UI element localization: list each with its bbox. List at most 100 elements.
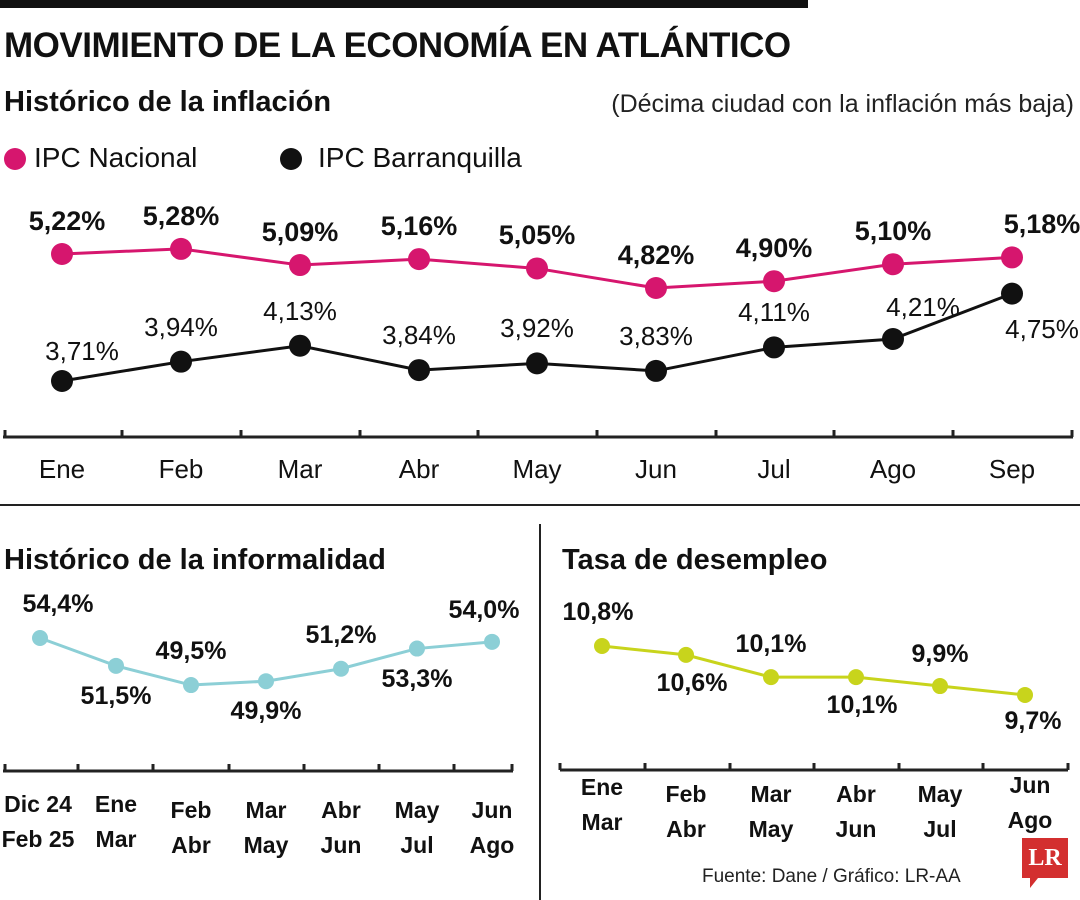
informality-title: Histórico de la informalidad [4, 544, 386, 576]
barranquilla-point [51, 370, 73, 392]
barranquilla-point [1001, 282, 1023, 305]
unemployment-x-label: Abr Jun [835, 781, 877, 842]
nacional-point [51, 243, 73, 265]
nacional-point [763, 270, 785, 293]
unemployment-data-label: 9,9% [911, 640, 969, 669]
legend-barranquilla: IPC Barranquilla [318, 142, 522, 173]
legend-barranquilla-marker [280, 148, 302, 170]
informality-x-label: Feb Abr [170, 797, 212, 858]
barranquilla-point [289, 334, 311, 357]
barranquilla-point [645, 359, 667, 382]
barranquilla-data-label: 3,71% [45, 336, 119, 366]
informality-data-label: 54,4% [22, 590, 94, 618]
barranquilla-data-label: 4,75% [1005, 313, 1079, 344]
inflation-x-label: Feb [158, 454, 204, 484]
inflation-x-label: Sep [988, 454, 1036, 484]
top-rule [0, 0, 808, 8]
column-divider [539, 524, 541, 900]
section-divider [0, 504, 1080, 506]
nacional-point [1001, 246, 1023, 269]
informality-x-label: Ene Mar [94, 791, 138, 852]
inflation-x-label: Abr [398, 454, 440, 484]
informality-x-label: Dic 24 Feb 25 [1, 791, 75, 852]
informality-point [258, 673, 274, 690]
barranquilla-data-label: 4,11% [738, 297, 810, 328]
unemployment-x-label: Jun Ago [1007, 772, 1053, 833]
informality-point [484, 633, 500, 650]
source-note: Fuente: Dane / Gráfico: LR-AA [702, 866, 961, 887]
informality-data-label: 49,5% [155, 637, 227, 666]
informality-x-label: Abr Jun [320, 797, 362, 858]
inflation-x-label: May [512, 454, 562, 484]
unemployment-data-label: 9,7% [1004, 706, 1062, 735]
barranquilla-data-label: 3,84% [382, 320, 456, 351]
informality-x-label: May Jul [394, 797, 440, 858]
informality-data-label: 49,9% [230, 697, 302, 726]
informality-point [183, 677, 199, 694]
unemployment-point [1017, 686, 1033, 703]
nacional-data-label: 5,16% [380, 211, 458, 242]
barranquilla-data-label: 3,83% [619, 320, 693, 351]
nacional-point [645, 277, 667, 299]
unemployment-point [594, 638, 610, 654]
nacional-data-label: 5,18% [1003, 209, 1080, 240]
page-title: MOVIMIENTO DE LA ECONOMÍA EN ATLÁNTICO [4, 26, 791, 65]
nacional-data-label: 5,28% [142, 200, 220, 231]
unemployment-line [601, 644, 1026, 697]
unemployment-point [763, 669, 779, 686]
inflation-subtitle: (Décima ciudad con la inflación más baja… [611, 90, 1074, 118]
informality-point [333, 660, 349, 677]
barranquilla-point [526, 352, 548, 375]
inflation-x-label: Ago [869, 454, 917, 484]
unemployment-point [678, 646, 694, 663]
nacional-data-label: 5,10% [854, 216, 932, 247]
unemployment-data-label: 10,1% [735, 630, 807, 659]
lr-logo: LR [1022, 838, 1068, 888]
nacional-point [882, 253, 904, 276]
legend-nacional-marker [4, 148, 26, 170]
nacional-data-label: 5,09% [261, 217, 339, 248]
unemployment-x-label: Feb Abr [665, 781, 707, 842]
nacional-point [526, 257, 548, 280]
informality-data-label: 53,3% [381, 664, 453, 693]
barranquilla-data-label: 4,13% [263, 295, 337, 326]
unemployment-x-label: May Jul [917, 781, 963, 842]
barranquilla-data-label: 3,92% [500, 313, 574, 344]
unemployment-point [932, 678, 948, 695]
nacional-point [289, 254, 311, 277]
nacional-data-label: 4,90% [735, 233, 813, 264]
informality-x-label: Mar May [243, 797, 289, 858]
inflation-x-label: Jun [635, 454, 677, 484]
inflation-x-label: Ene [38, 454, 86, 484]
nacional-data-label: 5,22% [28, 206, 106, 236]
inflation-title: Histórico de la inflación [4, 86, 332, 118]
informality-point [32, 630, 48, 646]
inflation-x-label: Jul [757, 454, 791, 484]
barranquilla-point [170, 350, 192, 373]
nacional-point [408, 248, 430, 271]
informality-data-label: 51,5% [80, 681, 152, 710]
unemployment-point [848, 669, 864, 686]
informality-x-label: Jun Ago [469, 797, 515, 858]
legend-nacional: IPC Nacional [34, 142, 198, 173]
informality-data-label: 51,2% [305, 620, 377, 649]
informality-point [108, 657, 124, 674]
barranquilla-point [763, 336, 785, 359]
unemployment-data-label: 10,1% [826, 691, 898, 720]
unemployment-title: Tasa de desempleo [562, 544, 828, 576]
informality-data-label: 54,0% [448, 595, 520, 624]
unemployment-x-label: Mar May [748, 781, 794, 842]
informality-point [409, 640, 425, 657]
nacional-data-label: 4,82% [617, 240, 695, 270]
unemployment-data-label: 10,8% [562, 598, 634, 626]
barranquilla-point [408, 359, 430, 382]
nacional-point [170, 237, 192, 260]
inflation-x-label: Mar [277, 454, 323, 484]
barranquilla-point [882, 328, 904, 350]
nacional-data-label: 5,05% [498, 220, 576, 251]
unemployment-data-label: 10,6% [656, 668, 728, 697]
barranquilla-data-label: 4,21% [886, 292, 960, 322]
barranquilla-data-label: 3,94% [144, 311, 218, 342]
unemployment-x-label: Ene Mar [580, 774, 624, 835]
